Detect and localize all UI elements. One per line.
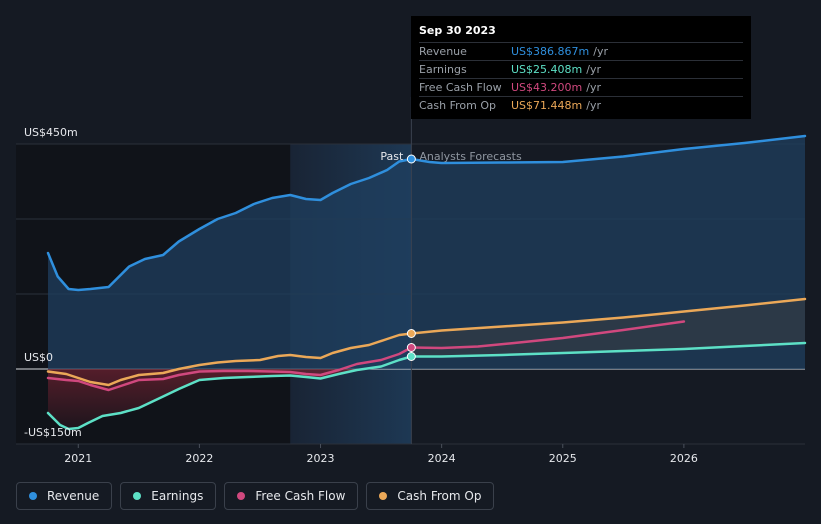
legend-item-earnings[interactable]: Earnings — [120, 482, 217, 510]
tooltip-row-revenue: Revenue US$386.867m /yr — [419, 42, 743, 60]
tooltip-date: Sep 30 2023 — [419, 24, 496, 37]
tooltip: Sep 30 2023 Revenue US$386.867m /yr Earn… — [411, 16, 751, 119]
y-axis-label: US$0 — [24, 351, 53, 364]
tooltip-value: US$386.867m — [511, 45, 590, 58]
legend-label: Revenue — [47, 489, 100, 503]
tooltip-row-cfo: Cash From Op US$71.448m /yr — [419, 96, 743, 114]
x-tick-label: 2026 — [670, 452, 698, 465]
earnings-marker — [406, 352, 416, 361]
y-axis-label: US$450m — [24, 126, 78, 139]
legend-label: Cash From Op — [397, 489, 482, 503]
tooltip-row-earnings: Earnings US$25.408m /yr — [419, 60, 743, 78]
legend-dot-icon — [379, 492, 388, 500]
past-label: Past — [380, 150, 404, 163]
tooltip-label: Cash From Op — [419, 99, 497, 112]
tooltip-value: US$25.408m — [511, 63, 583, 76]
tooltip-unit: /yr — [586, 99, 601, 112]
fcf-marker — [406, 343, 416, 352]
tooltip-row-fcf: Free Cash Flow US$43.200m /yr — [419, 78, 743, 96]
x-tick-label: 2021 — [64, 452, 92, 465]
x-tick-label: 2023 — [307, 452, 335, 465]
tooltip-unit: /yr — [586, 81, 601, 94]
tooltip-label: Free Cash Flow — [419, 81, 502, 94]
revenue-line — [46, 134, 807, 292]
x-tick-label: 2025 — [549, 452, 577, 465]
x-tick-label: 2022 — [185, 452, 213, 465]
tooltip-label: Earnings — [419, 63, 467, 76]
legend-label: Free Cash Flow — [255, 489, 346, 503]
fcf-line — [46, 320, 686, 392]
revenue-marker — [406, 154, 416, 164]
legend-item-free-cash-flow[interactable]: Free Cash Flow — [224, 482, 359, 510]
legend-item-cash-from-op[interactable]: Cash From Op — [366, 482, 495, 510]
forecast-band — [411, 299, 805, 357]
tooltip-value: US$71.448m — [511, 99, 583, 112]
tooltip-unit: /yr — [593, 45, 608, 58]
legend-dot-icon — [29, 492, 37, 500]
cfo-marker — [406, 329, 416, 338]
earnings-line — [46, 341, 807, 431]
legend-dot-icon — [133, 492, 142, 500]
x-tick-label: 2024 — [428, 452, 456, 465]
y-axis-label: -US$150m — [24, 426, 82, 439]
tooltip-label: Revenue — [419, 45, 467, 58]
tooltip-unit: /yr — [586, 63, 601, 76]
tooltip-value: US$43.200m — [511, 81, 583, 94]
legend-item-revenue[interactable]: Revenue — [16, 482, 113, 510]
legend-label: Earnings — [151, 489, 204, 503]
legend: Revenue Earnings Free Cash Flow Cash Fro… — [16, 482, 495, 512]
cfo-line — [46, 297, 807, 387]
forecast-label: Analysts Forecasts — [419, 150, 522, 163]
legend-dot-icon — [237, 492, 246, 500]
revenue-area — [48, 136, 805, 369]
